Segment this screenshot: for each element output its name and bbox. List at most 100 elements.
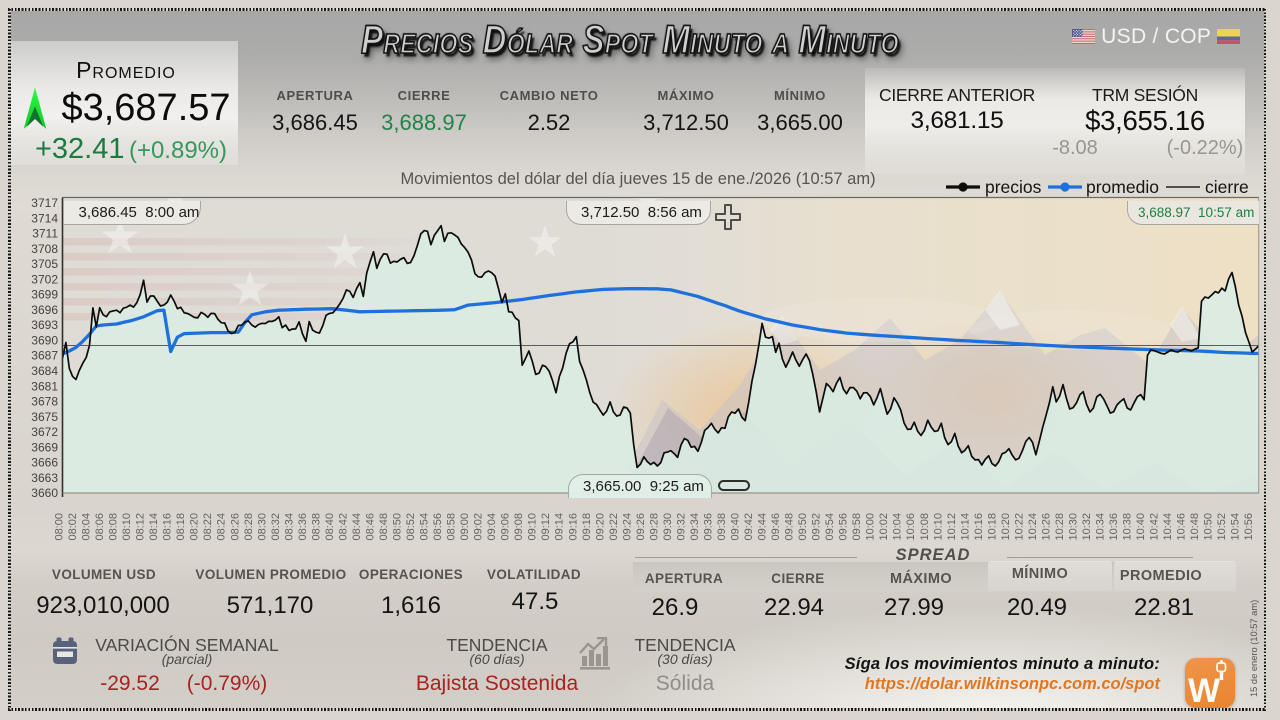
svg-text:09:38: 09:38 xyxy=(716,513,728,541)
svg-text:10:28: 10:28 xyxy=(1054,513,1066,541)
svg-text:3705: 3705 xyxy=(31,257,58,271)
svg-text:08:20: 08:20 xyxy=(189,513,201,541)
svg-text:08:56: 08:56 xyxy=(432,513,444,541)
svg-text:09:24: 09:24 xyxy=(621,513,633,541)
svg-text:08:14: 08:14 xyxy=(148,513,160,541)
svg-text:09:14: 09:14 xyxy=(554,513,566,541)
svg-text:3684: 3684 xyxy=(31,364,58,378)
svg-text:precios: precios xyxy=(985,177,1042,197)
svg-text:08:24: 08:24 xyxy=(216,513,228,541)
svg-text:10:48: 10:48 xyxy=(1189,513,1201,541)
svg-text:08:38: 08:38 xyxy=(310,513,322,541)
svg-text:10:08: 10:08 xyxy=(919,513,931,541)
svg-text:09:10: 09:10 xyxy=(527,513,539,541)
svg-text:08:28: 08:28 xyxy=(243,513,255,541)
svg-text:08:50: 08:50 xyxy=(392,513,404,541)
svg-text:09:58: 09:58 xyxy=(851,513,863,541)
svg-text:09:50: 09:50 xyxy=(797,513,809,541)
svg-text:3717: 3717 xyxy=(31,196,58,210)
svg-text:10:50: 10:50 xyxy=(1203,513,1215,541)
svg-text:08:42: 08:42 xyxy=(337,513,349,541)
svg-text:3687: 3687 xyxy=(31,349,58,363)
svg-text:08:48: 08:48 xyxy=(378,513,390,541)
svg-text:10:42: 10:42 xyxy=(1149,513,1161,541)
svg-text:3675: 3675 xyxy=(31,410,58,424)
svg-text:10:16: 10:16 xyxy=(973,513,985,541)
svg-text:09:42: 09:42 xyxy=(743,513,755,541)
svg-text:3708: 3708 xyxy=(31,242,58,256)
svg-text:10:46: 10:46 xyxy=(1176,513,1188,541)
svg-text:09:48: 09:48 xyxy=(784,513,796,541)
svg-text:09:26: 09:26 xyxy=(635,513,647,541)
svg-text:09:30: 09:30 xyxy=(662,513,674,541)
svg-text:10:26: 10:26 xyxy=(1040,513,1052,541)
svg-text:10:02: 10:02 xyxy=(878,513,890,541)
svg-text:08:36: 08:36 xyxy=(297,513,309,541)
svg-text:08:34: 08:34 xyxy=(283,513,295,541)
svg-text:15 de enero (10:57 am): 15 de enero (10:57 am) xyxy=(1249,600,1259,697)
svg-text:08:32: 08:32 xyxy=(270,513,282,541)
svg-text:3696: 3696 xyxy=(31,303,58,317)
svg-text:10:12: 10:12 xyxy=(946,513,958,541)
svg-text:3690: 3690 xyxy=(31,334,58,348)
svg-text:10:38: 10:38 xyxy=(1122,513,1134,541)
svg-text:W: W xyxy=(1188,672,1221,708)
svg-text:08:40: 08:40 xyxy=(324,513,336,541)
svg-text:3660: 3660 xyxy=(31,486,58,500)
svg-text:3681: 3681 xyxy=(31,379,58,393)
svg-text:3693: 3693 xyxy=(31,318,58,332)
svg-text:10:10: 10:10 xyxy=(932,513,944,541)
svg-text:10:52: 10:52 xyxy=(1216,513,1228,541)
svg-text:08:26: 08:26 xyxy=(229,513,241,541)
svg-text:10:14: 10:14 xyxy=(959,513,971,541)
svg-text:08:10: 08:10 xyxy=(121,513,133,541)
svg-text:08:22: 08:22 xyxy=(202,513,214,541)
svg-text:3714: 3714 xyxy=(31,211,58,225)
svg-text:09:56: 09:56 xyxy=(838,513,850,541)
svg-text:08:12: 08:12 xyxy=(135,513,147,541)
svg-text:08:06: 08:06 xyxy=(94,513,106,541)
svg-text:09:18: 09:18 xyxy=(581,513,593,541)
svg-text:08:30: 08:30 xyxy=(256,513,268,541)
svg-text:08:16: 08:16 xyxy=(162,513,174,541)
svg-text:09:06: 09:06 xyxy=(500,513,512,541)
svg-text:3669: 3669 xyxy=(31,440,58,454)
svg-text:08:54: 08:54 xyxy=(419,513,431,541)
svg-text:10:36: 10:36 xyxy=(1108,513,1120,541)
svg-text:08:00: 08:00 xyxy=(54,513,66,541)
svg-text:10:30: 10:30 xyxy=(1068,513,1080,541)
svg-text:09:08: 09:08 xyxy=(513,513,525,541)
svg-text:promedio: promedio xyxy=(1086,177,1159,197)
svg-text:09:22: 09:22 xyxy=(608,513,620,541)
svg-text:09:28: 09:28 xyxy=(648,513,660,541)
svg-text:3663: 3663 xyxy=(31,471,58,485)
svg-text:3672: 3672 xyxy=(31,425,58,439)
svg-text:08:04: 08:04 xyxy=(81,513,93,541)
svg-text:08:44: 08:44 xyxy=(351,513,363,541)
svg-text:08:46: 08:46 xyxy=(365,513,377,541)
svg-text:09:52: 09:52 xyxy=(811,513,823,541)
svg-text:3711: 3711 xyxy=(32,227,58,241)
svg-text:09:40: 09:40 xyxy=(730,513,742,541)
svg-text:10:04: 10:04 xyxy=(892,513,904,541)
svg-text:09:46: 09:46 xyxy=(770,513,782,541)
svg-text:08:18: 08:18 xyxy=(175,513,187,541)
svg-text:08:58: 08:58 xyxy=(446,513,458,541)
svg-text:10:34: 10:34 xyxy=(1095,513,1107,541)
svg-text:cierre: cierre xyxy=(1205,177,1249,197)
svg-text:10:32: 10:32 xyxy=(1081,513,1093,541)
svg-text:10:44: 10:44 xyxy=(1162,513,1174,541)
svg-text:09:54: 09:54 xyxy=(824,513,836,541)
svg-text:09:00: 09:00 xyxy=(459,513,471,541)
svg-text:09:34: 09:34 xyxy=(689,513,701,541)
svg-text:3702: 3702 xyxy=(31,272,58,286)
svg-text:10:24: 10:24 xyxy=(1027,513,1039,541)
svg-text:09:02: 09:02 xyxy=(473,513,485,541)
svg-text:3678: 3678 xyxy=(31,395,58,409)
svg-text:08:02: 08:02 xyxy=(67,513,79,541)
svg-text:10:54: 10:54 xyxy=(1230,513,1242,541)
svg-text:09:20: 09:20 xyxy=(594,513,606,541)
svg-text:09:12: 09:12 xyxy=(540,513,552,541)
svg-text:10:18: 10:18 xyxy=(986,513,998,541)
svg-text:3699: 3699 xyxy=(31,288,58,302)
